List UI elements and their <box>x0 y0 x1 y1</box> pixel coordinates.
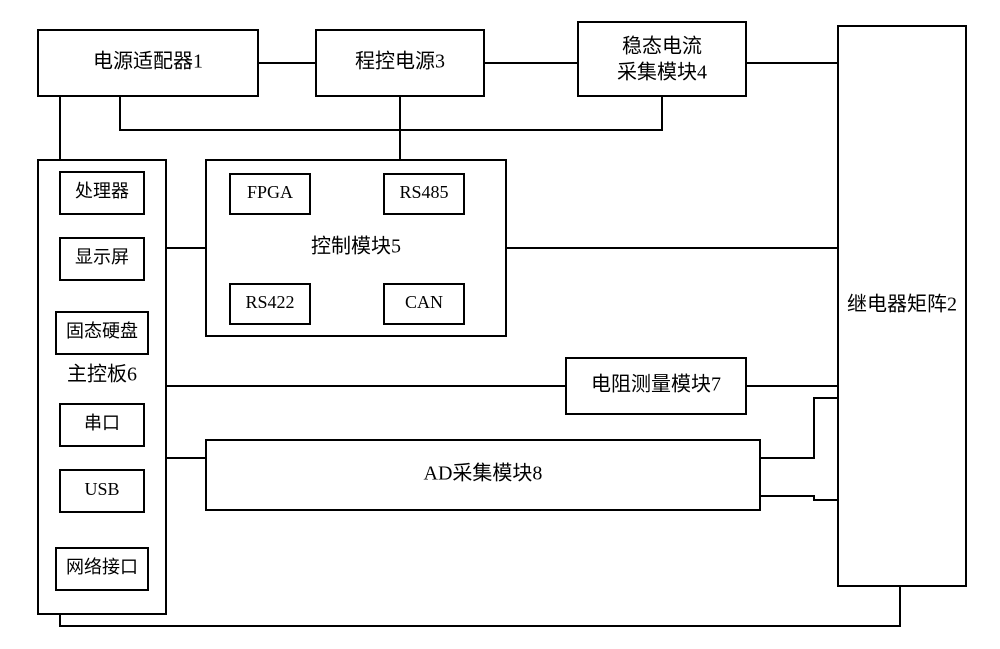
lbl-steady-current-2: 采集模块4 <box>617 61 707 84</box>
lbl-main-board: 主控板6 <box>67 363 137 386</box>
lbl-can: CAN <box>405 292 443 312</box>
lbl-resistance: 电阻测量模块7 <box>591 373 721 396</box>
edge-ad-relay-top <box>760 398 838 458</box>
box-steady-current <box>578 22 746 96</box>
lbl-ad: AD采集模块8 <box>424 462 543 485</box>
edge-main-relay-bottom <box>60 586 900 626</box>
lbl-processor: 处理器 <box>75 181 129 201</box>
lbl-control-module: 控制模块5 <box>311 235 401 258</box>
edge-ad-relay-bot <box>760 496 838 500</box>
lbl-power-adapter: 电源适配器1 <box>93 50 203 73</box>
lbl-display: 显示屏 <box>75 247 129 267</box>
lbl-prog-power: 程控电源3 <box>355 50 445 73</box>
diagram-canvas: 电源适配器1 程控电源3 稳态电流 采集模块4 继电器矩阵2 主控板6 处理器 … <box>0 0 1000 644</box>
lbl-fpga: FPGA <box>247 182 293 202</box>
edge-pa-bus <box>120 96 400 130</box>
lbl-rs422: RS422 <box>245 292 294 312</box>
lbl-usb: USB <box>84 479 119 499</box>
lbl-serial: 串口 <box>84 413 120 433</box>
box-main-board <box>38 160 166 614</box>
lbl-relay-matrix: 继电器矩阵2 <box>847 293 957 316</box>
lbl-net: 网络接口 <box>66 557 138 577</box>
lbl-rs485: RS485 <box>399 182 448 202</box>
edge-sc-bus <box>400 96 662 130</box>
lbl-steady-current-1: 稳态电流 <box>622 35 702 58</box>
lbl-ssd: 固态硬盘 <box>66 321 138 341</box>
